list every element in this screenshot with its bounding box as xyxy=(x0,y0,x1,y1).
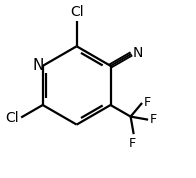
Text: N: N xyxy=(32,58,44,73)
Text: Cl: Cl xyxy=(70,5,83,19)
Text: F: F xyxy=(129,137,136,150)
Text: N: N xyxy=(133,46,143,60)
Text: Cl: Cl xyxy=(5,111,19,125)
Text: F: F xyxy=(150,113,157,126)
Text: F: F xyxy=(144,96,151,109)
